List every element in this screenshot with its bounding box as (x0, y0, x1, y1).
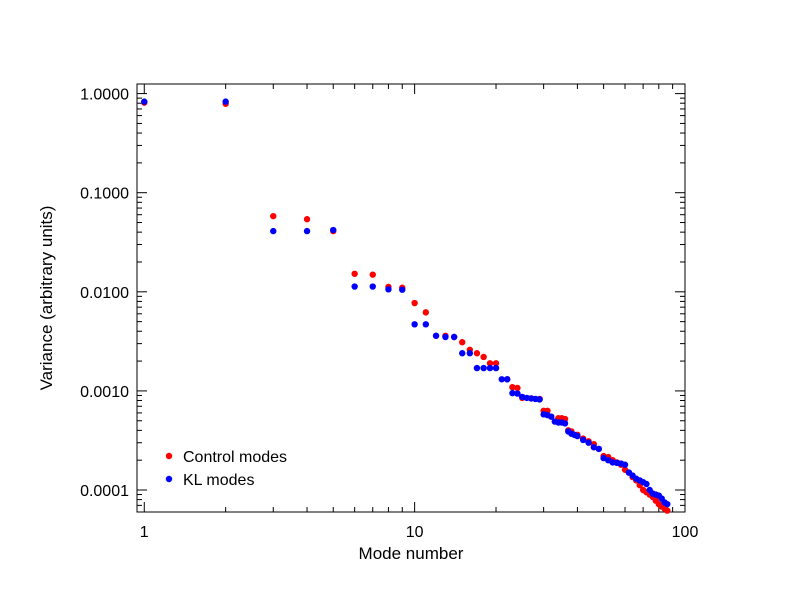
y-tick-label: 0.0010 (80, 384, 129, 401)
data-point (561, 420, 569, 427)
data-point (621, 461, 629, 468)
data-point (270, 227, 277, 235)
data-point (351, 270, 358, 277)
data-point (303, 227, 311, 235)
y-tick-label: 0.0001 (80, 483, 129, 500)
data-point (369, 283, 376, 290)
data-point (351, 283, 358, 290)
x-axis-label: Mode number (359, 544, 464, 563)
data-point (432, 332, 440, 339)
data-point (270, 212, 277, 220)
data-point (509, 384, 516, 391)
data-point (514, 390, 521, 397)
data-point (504, 376, 511, 383)
y-tick-label: 0.1000 (80, 186, 129, 203)
data-point (422, 309, 430, 316)
data-point (222, 98, 229, 105)
x-tick-label: 10 (406, 524, 424, 541)
x-tick-label: 1 (140, 524, 149, 541)
data-point (595, 445, 603, 453)
data-point (369, 271, 376, 278)
data-point (473, 364, 481, 372)
data-point (399, 286, 406, 293)
data-point (514, 384, 521, 392)
legend-label: KL modes (183, 472, 254, 489)
series-kl-modes (141, 98, 671, 508)
data-point (664, 500, 671, 508)
data-point (480, 364, 487, 372)
data-point (450, 333, 458, 341)
data-point (590, 444, 598, 451)
y-tick-label: 0.0100 (80, 285, 129, 302)
data-point (422, 321, 430, 328)
data-point (330, 226, 337, 234)
data-point (574, 432, 581, 440)
data-point (486, 364, 494, 372)
data-point (486, 360, 494, 367)
data-point (480, 353, 487, 361)
data-point (664, 507, 671, 514)
data-point (466, 350, 474, 357)
data-point (536, 396, 543, 403)
data-point (459, 350, 466, 357)
data-point (585, 439, 592, 446)
data-point (411, 299, 418, 307)
data-point (303, 216, 311, 223)
plot-frame (136, 83, 686, 513)
legend-label: Control modes (183, 449, 287, 466)
y-axis-label: Variance (arbitrary units) (37, 206, 56, 391)
data-point (459, 339, 466, 346)
legend-marker (165, 452, 173, 460)
legend-marker (165, 475, 173, 483)
data-point (643, 480, 650, 488)
data-point (473, 350, 481, 357)
y-tick-label: 1.0000 (80, 87, 129, 104)
data-point (442, 333, 449, 341)
data-point (548, 413, 555, 420)
data-point (579, 436, 587, 444)
data-point (385, 286, 392, 293)
data-point (492, 360, 500, 367)
data-point (411, 321, 418, 328)
data-point (492, 364, 500, 372)
data-point (141, 98, 148, 105)
x-tick-label: 100 (672, 524, 699, 541)
data-point (498, 376, 505, 383)
legend: Control modes KL modes (165, 449, 287, 489)
data-point (509, 389, 516, 397)
